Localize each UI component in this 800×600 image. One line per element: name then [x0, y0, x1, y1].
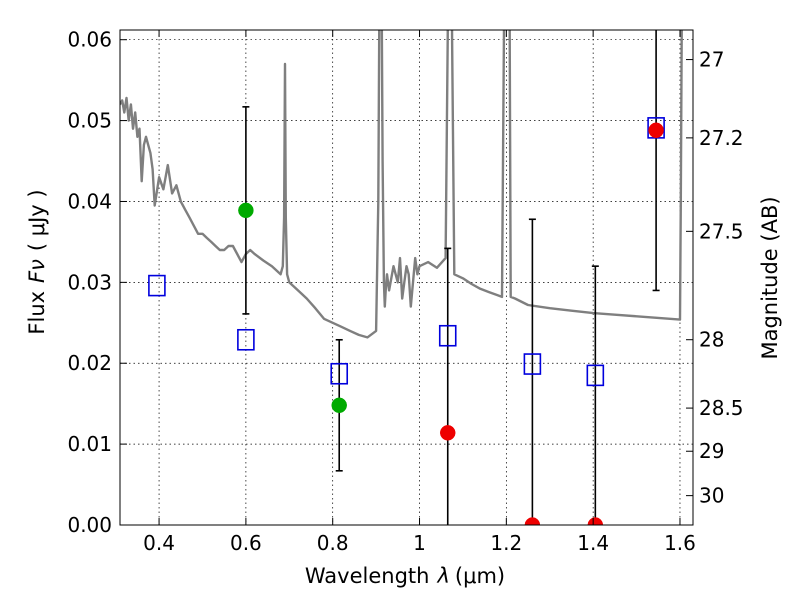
model-sed-line: [120, 30, 683, 339]
mag-tick-label: 28: [699, 328, 724, 352]
mag-tick-label: 27.5: [699, 219, 744, 243]
mag-tick-label: 30: [699, 484, 724, 508]
model-sed-layer: [120, 30, 683, 339]
upper-limit-point: [587, 517, 604, 525]
x-tick-label: 1.2: [490, 531, 522, 555]
detection-point: [331, 397, 347, 414]
axis-ticks: 0.4 0.6 0.8 1 1.2 1.4 1.6 0.00 0.01 0.02 0.03 0.04 0…: [67, 28, 743, 555]
y-tick-label: 0.04: [67, 189, 112, 213]
y-tick-label: 0.02: [67, 351, 112, 375]
y-tick-label: 0.00: [67, 513, 112, 537]
y-tick-label: 0.05: [67, 109, 112, 133]
markers-layer: [148, 117, 665, 525]
upper-limit-point: [524, 517, 541, 525]
error-bars-layer: [242, 30, 660, 525]
grid-lines: [120, 30, 693, 526]
model-flux-square: [148, 274, 166, 297]
plot-frame: [119, 29, 694, 526]
model-flux-square: [237, 328, 255, 351]
x-tick-label: 1.6: [664, 531, 696, 555]
x-tick-label: 1: [413, 531, 426, 555]
y-tick-label: 0.01: [67, 432, 112, 456]
model-flux-square: [586, 364, 605, 387]
x-tick-label: 0.8: [317, 531, 349, 555]
x-tick-label: 0.4: [143, 531, 175, 555]
model-flux-square: [523, 353, 542, 375]
model-flux-square: [438, 324, 457, 347]
x-axis-label: Wavelength λ (μm): [305, 564, 505, 588]
upper-limit-point: [439, 425, 456, 441]
mag-tick-label: 28.5: [699, 396, 744, 420]
magnitude-axis-label: Magnitude (AB): [758, 196, 782, 359]
upper-limit-point: [648, 122, 664, 139]
x-tick-label: 0.6: [230, 531, 262, 555]
y-tick-label: 0.06: [67, 28, 112, 52]
y-axis-label: FluxFν( μJy ): [25, 189, 49, 334]
x-tick-label: 1.4: [577, 531, 609, 555]
mag-tick-label: 29: [699, 439, 724, 463]
y-tick-label: 0.03: [67, 270, 112, 294]
mag-tick-label: 27.2: [699, 126, 744, 150]
detection-point: [238, 202, 254, 219]
model-flux-square: [330, 362, 349, 385]
mag-tick-label: 27: [699, 48, 724, 72]
